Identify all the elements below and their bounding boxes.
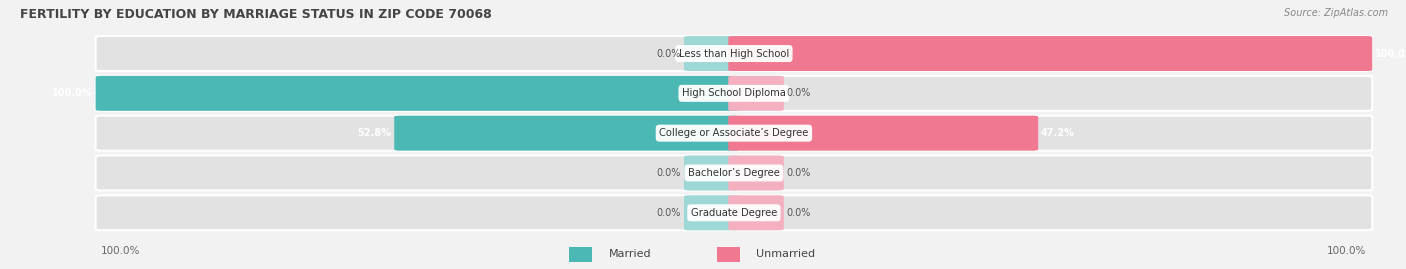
FancyBboxPatch shape: [685, 155, 740, 190]
Text: 100.0%: 100.0%: [101, 246, 141, 256]
Text: FERTILITY BY EDUCATION BY MARRIAGE STATUS IN ZIP CODE 70068: FERTILITY BY EDUCATION BY MARRIAGE STATU…: [20, 8, 492, 21]
FancyBboxPatch shape: [728, 155, 785, 190]
FancyBboxPatch shape: [96, 155, 1372, 190]
Text: 52.8%: 52.8%: [357, 128, 391, 138]
FancyBboxPatch shape: [96, 76, 1372, 111]
FancyBboxPatch shape: [394, 116, 740, 151]
FancyBboxPatch shape: [685, 36, 740, 71]
Text: College or Associate’s Degree: College or Associate’s Degree: [659, 128, 808, 138]
Text: 47.2%: 47.2%: [1040, 128, 1074, 138]
Text: 100.0%: 100.0%: [1375, 48, 1406, 59]
Text: Source: ZipAtlas.com: Source: ZipAtlas.com: [1284, 8, 1388, 18]
FancyBboxPatch shape: [728, 195, 785, 230]
Text: Bachelor’s Degree: Bachelor’s Degree: [688, 168, 780, 178]
Text: 100.0%: 100.0%: [1327, 246, 1367, 256]
FancyBboxPatch shape: [96, 36, 1372, 71]
Text: High School Diploma: High School Diploma: [682, 88, 786, 98]
FancyBboxPatch shape: [728, 116, 1038, 151]
FancyBboxPatch shape: [96, 195, 1372, 230]
Text: 0.0%: 0.0%: [787, 88, 811, 98]
FancyBboxPatch shape: [717, 247, 740, 261]
FancyBboxPatch shape: [728, 36, 1372, 71]
Text: 0.0%: 0.0%: [787, 208, 811, 218]
Text: Graduate Degree: Graduate Degree: [690, 208, 778, 218]
Text: 100.0%: 100.0%: [52, 88, 93, 98]
Text: 0.0%: 0.0%: [657, 168, 682, 178]
FancyBboxPatch shape: [96, 116, 1372, 151]
Text: 0.0%: 0.0%: [657, 208, 682, 218]
Text: 0.0%: 0.0%: [657, 48, 682, 59]
Text: Married: Married: [609, 249, 651, 259]
FancyBboxPatch shape: [569, 247, 592, 261]
FancyBboxPatch shape: [96, 76, 740, 111]
Text: 0.0%: 0.0%: [787, 168, 811, 178]
FancyBboxPatch shape: [728, 76, 785, 111]
Text: Unmarried: Unmarried: [756, 249, 815, 259]
Text: Less than High School: Less than High School: [679, 48, 789, 59]
FancyBboxPatch shape: [685, 195, 740, 230]
